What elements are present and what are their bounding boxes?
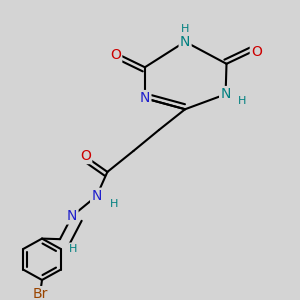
Text: Br: Br (33, 287, 48, 300)
Text: N: N (140, 91, 150, 105)
Text: H: H (110, 199, 118, 209)
Text: H: H (181, 24, 189, 34)
Text: N: N (67, 209, 77, 223)
Text: O: O (251, 45, 262, 59)
Text: O: O (80, 149, 91, 163)
Text: N: N (180, 35, 190, 49)
Text: O: O (110, 48, 121, 62)
Text: N: N (92, 189, 102, 203)
Text: N: N (220, 87, 231, 101)
Text: H: H (69, 244, 78, 254)
Text: H: H (238, 96, 247, 106)
